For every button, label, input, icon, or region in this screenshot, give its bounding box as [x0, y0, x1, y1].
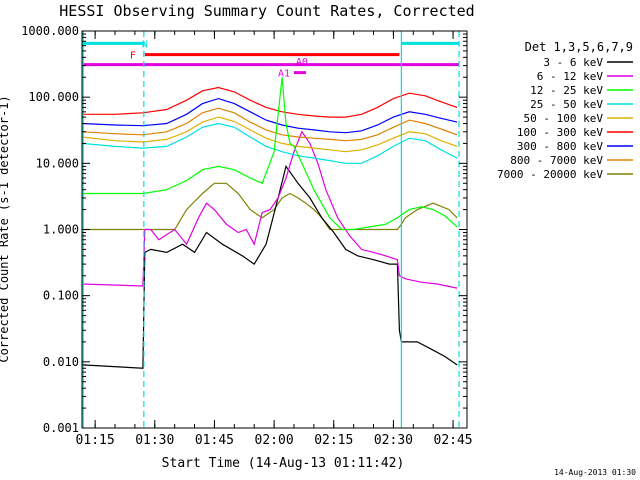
x-tick-label: 01:45: [195, 433, 234, 448]
y-tick-label: 0.001: [43, 421, 79, 435]
y-tick-label: 100.000: [28, 90, 79, 104]
series-line: [81, 164, 458, 369]
legend-label: 6 - 12 keV: [537, 70, 604, 83]
annotation-label: N: [142, 39, 148, 50]
legend-label: 25 - 50 keV: [530, 98, 603, 111]
legend-label: 50 - 100 keV: [524, 112, 604, 125]
y-axis: 0.001 0.010 0.100 1.000 10.000 100.000 1000.00…: [21, 24, 467, 435]
y-tick-label: 1.000: [43, 223, 79, 237]
x-tick-label: 02:45: [434, 433, 473, 448]
series-line: [81, 130, 458, 289]
legend-label: 3 - 6 keV: [543, 56, 603, 69]
x-tick-label: 02:15: [314, 433, 353, 448]
legend-label: 100 - 300 keV: [517, 126, 603, 139]
legend-label: 300 - 800 keV: [517, 140, 603, 153]
date-stamp: 14-Aug-2013 01:30: [554, 468, 636, 477]
y-tick-label: 10.000: [36, 156, 79, 170]
x-tick-label: 01:30: [135, 433, 174, 448]
legend-label: 7000 - 20000 keV: [497, 168, 603, 181]
y-tick-label: 0.100: [43, 289, 79, 303]
legend-label: 800 - 7000 keV: [510, 154, 603, 167]
x-tick-label: 01:15: [76, 433, 115, 448]
x-tick-label: 02:00: [255, 433, 294, 448]
annotation-label: A0: [296, 57, 308, 68]
chart-title: HESSI Observing Summary Count Rates, Cor…: [59, 2, 474, 20]
y-tick-label: 0.010: [43, 355, 79, 369]
x-axis-label: Start Time (14-Aug-13 01:11:42): [162, 456, 405, 471]
series-line: [82, 77, 458, 231]
x-tick-label: 02:30: [374, 433, 413, 448]
y-axis-label: Corrected Count Rate (s-1 detector-1): [0, 95, 11, 362]
annotation-lines: NF A1 A0: [82, 39, 460, 80]
annotation-label: F: [130, 51, 136, 62]
legend-label: 12 - 25 keV: [530, 84, 603, 97]
y-tick-label: 1000.000: [21, 24, 79, 38]
annotation-label: A1: [278, 69, 290, 80]
series-line: [82, 182, 458, 231]
x-axis: 01:15 01:30 01:45 02:00 02:15 02:30 02:45: [76, 31, 473, 448]
legend-title: Det 1,3,5,6,7,9: [525, 40, 633, 54]
